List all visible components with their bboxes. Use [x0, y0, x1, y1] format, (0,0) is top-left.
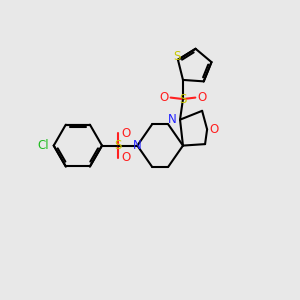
Text: O: O: [210, 123, 219, 136]
Text: O: O: [197, 91, 206, 104]
Text: N: N: [133, 139, 142, 152]
Text: S: S: [115, 139, 122, 152]
Text: O: O: [121, 127, 130, 140]
Text: S: S: [173, 50, 180, 63]
Text: N: N: [168, 113, 176, 126]
Text: Cl: Cl: [38, 139, 49, 152]
Text: O: O: [160, 91, 169, 104]
Text: O: O: [121, 152, 130, 164]
Text: S: S: [179, 93, 187, 106]
